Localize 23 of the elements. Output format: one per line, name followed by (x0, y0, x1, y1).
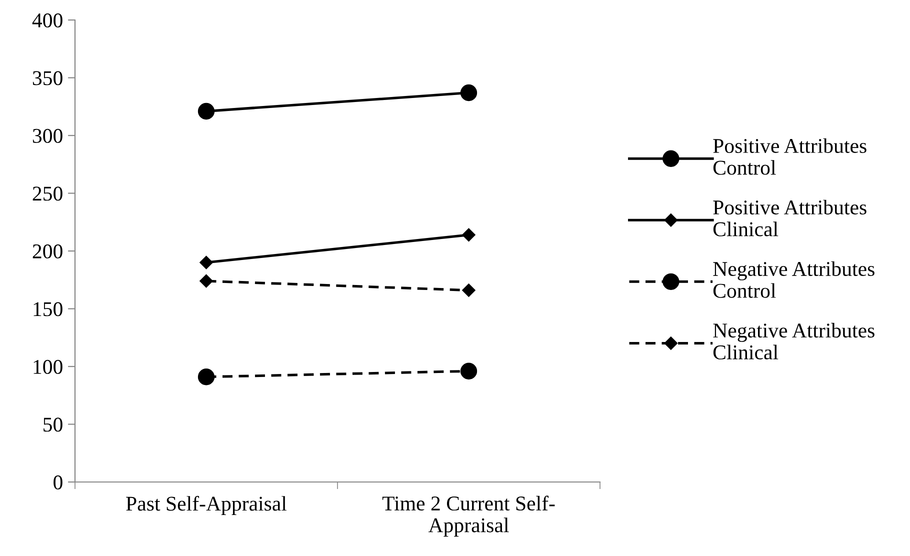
y-tick-label: 50 (44, 418, 62, 432)
point (460, 84, 478, 102)
legend-label: Positive Attributes Clinical (713, 200, 866, 236)
legend-label: Positive Attributes Control (713, 138, 866, 175)
point (462, 284, 476, 297)
y-tick-label: 250 (32, 186, 62, 201)
point (462, 228, 476, 242)
legend-label: Negative Attributes Control (713, 261, 874, 298)
x-tick-label: Past Self-Appraisal (126, 496, 287, 515)
y-tick-label: 150 (34, 302, 62, 316)
point (460, 362, 478, 380)
y-tick-label: 350 (32, 71, 62, 86)
legend-label: Negative Attributes Clinical (713, 322, 874, 360)
point (200, 256, 213, 270)
point (198, 368, 215, 386)
x-tick-label: Time 2 Current Self- Appraisal (382, 496, 555, 537)
point (200, 274, 213, 288)
y-tick-label: 300 (32, 128, 62, 143)
y-tick-label: 200 (32, 244, 62, 258)
y-tick-label: 400 (32, 13, 62, 28)
y-tick-label: 100 (34, 360, 62, 374)
y-tick-label: 0 (54, 475, 62, 490)
point (198, 102, 215, 120)
